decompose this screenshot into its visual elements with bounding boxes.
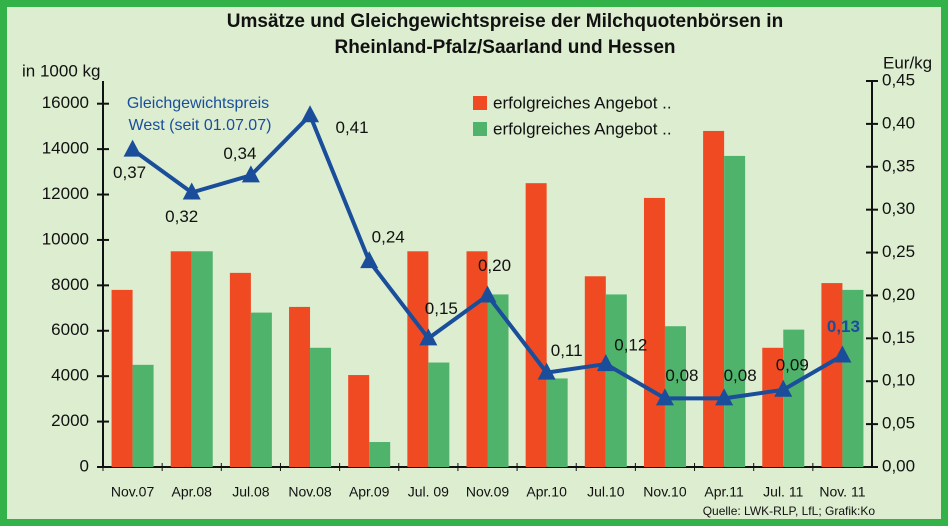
y2-tick-label: 0,40 bbox=[882, 113, 915, 132]
y-tick-label: 4000 bbox=[51, 366, 89, 385]
data-label: 0,08 bbox=[665, 366, 698, 385]
marker bbox=[774, 379, 793, 397]
marker bbox=[182, 182, 201, 200]
bar bbox=[487, 294, 509, 467]
bar bbox=[783, 329, 805, 467]
bar bbox=[643, 197, 665, 467]
bar bbox=[605, 294, 627, 467]
bar bbox=[842, 289, 864, 467]
y2-axis-label: Eur/kg bbox=[883, 53, 932, 72]
y-axis-label: in 1000 kg bbox=[22, 61, 100, 80]
legend-label: erfolgreiches Angebot .. bbox=[493, 119, 672, 138]
bar bbox=[170, 251, 192, 467]
annotation: Gleichgewichtspreis bbox=[127, 95, 269, 112]
bar bbox=[132, 364, 154, 467]
bar bbox=[821, 283, 843, 467]
data-label: 0,12 bbox=[614, 336, 647, 355]
x-tick-label: Nov.07 bbox=[111, 484, 155, 500]
marker bbox=[478, 285, 497, 303]
bar bbox=[369, 442, 391, 467]
bar bbox=[229, 272, 251, 467]
bar bbox=[724, 155, 746, 467]
bar bbox=[250, 312, 272, 467]
marker bbox=[419, 328, 438, 346]
bar bbox=[525, 183, 547, 468]
y2-tick-label: 0,45 bbox=[882, 70, 915, 89]
x-tick-label: Jul.08 bbox=[232, 484, 270, 500]
marker bbox=[715, 388, 734, 406]
x-tick-label: Jul. 11 bbox=[763, 484, 803, 500]
y2-tick-label: 0,00 bbox=[882, 456, 915, 475]
chart-title: Rheinland-Pfalz/Saarland und Hessen bbox=[334, 37, 675, 58]
y-tick-label: 12000 bbox=[42, 184, 89, 203]
data-label: 0,15 bbox=[425, 299, 458, 318]
x-tick-label: Nov.09 bbox=[466, 484, 510, 500]
annotation: West (seit 01.07.07) bbox=[129, 117, 272, 134]
data-label: 0,32 bbox=[165, 207, 198, 226]
x-tick-label: Apr.09 bbox=[349, 484, 390, 500]
marker bbox=[833, 345, 852, 363]
marker bbox=[123, 139, 142, 157]
y2-tick-label: 0,35 bbox=[882, 156, 915, 175]
y2-tick-label: 0,10 bbox=[882, 371, 915, 390]
bar bbox=[546, 378, 568, 467]
legend-label: erfolgreiches Angebot .. bbox=[493, 93, 672, 112]
data-label: 0,20 bbox=[478, 256, 511, 275]
data-label: 0,24 bbox=[372, 228, 405, 247]
data-label: 0,41 bbox=[335, 118, 368, 137]
y2-tick-label: 0,20 bbox=[882, 285, 915, 304]
marker bbox=[596, 354, 615, 372]
marker bbox=[537, 362, 556, 380]
y2-tick-label: 0,25 bbox=[882, 242, 915, 261]
source: Quelle: LWK-RLP, LfL; Grafik:Ko bbox=[703, 504, 876, 518]
bar bbox=[762, 347, 784, 467]
bar bbox=[407, 251, 429, 467]
y-tick-label: 0 bbox=[80, 456, 89, 475]
data-label: 0,13 bbox=[827, 317, 860, 336]
bar bbox=[428, 362, 450, 467]
x-tick-label: Jul. 09 bbox=[408, 484, 449, 500]
data-label: 0,11 bbox=[551, 341, 583, 360]
bar bbox=[584, 276, 606, 467]
y2-tick-label: 0,30 bbox=[882, 199, 915, 218]
x-tick-label: Nov.08 bbox=[288, 484, 332, 500]
marker bbox=[241, 165, 260, 183]
bar bbox=[191, 251, 213, 467]
data-label: 0,34 bbox=[223, 144, 256, 163]
y-tick-label: 16000 bbox=[42, 93, 89, 112]
y-tick-label: 6000 bbox=[51, 320, 89, 339]
bar bbox=[348, 375, 370, 467]
x-tick-label: Apr.11 bbox=[704, 484, 744, 500]
bar bbox=[466, 251, 488, 467]
x-tick-label: Apr.08 bbox=[171, 484, 212, 500]
y2-tick-label: 0,15 bbox=[882, 328, 915, 347]
marker bbox=[301, 105, 320, 123]
x-tick-label: Nov.10 bbox=[643, 484, 687, 500]
marker bbox=[655, 388, 674, 406]
legend-swatch bbox=[473, 96, 487, 110]
bar bbox=[111, 289, 133, 467]
y-tick-label: 14000 bbox=[42, 139, 89, 158]
bar bbox=[703, 130, 725, 467]
x-tick-label: Nov. 11 bbox=[819, 484, 865, 500]
data-label: 0,37 bbox=[113, 163, 146, 182]
y-tick-label: 10000 bbox=[42, 229, 89, 248]
marker bbox=[360, 251, 379, 269]
bar bbox=[310, 347, 332, 467]
x-tick-label: Jul.10 bbox=[587, 484, 625, 500]
legend-swatch bbox=[473, 122, 487, 136]
x-tick-label: Apr.10 bbox=[526, 484, 567, 500]
y-tick-label: 2000 bbox=[51, 411, 89, 430]
data-label: 0,09 bbox=[776, 355, 809, 374]
y-tick-label: 8000 bbox=[51, 275, 89, 294]
data-label: 0,08 bbox=[724, 366, 757, 385]
chart-title: Umsätze und Gleichgewichtspreise der Mil… bbox=[227, 11, 783, 32]
y2-tick-label: 0,05 bbox=[882, 414, 915, 433]
bar bbox=[289, 306, 311, 467]
